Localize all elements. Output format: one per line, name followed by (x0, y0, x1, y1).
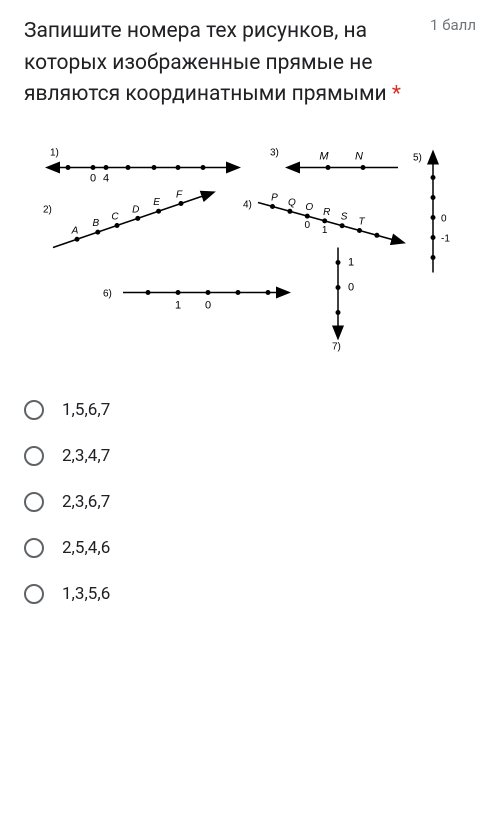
svg-text:T: T (358, 216, 365, 227)
question-text: Запишите номера тех рисунков, на которых… (24, 16, 430, 111)
diagram-svg: 1)042)ABCDEF3)MN4)PQORST015)0-16)10107) (28, 135, 458, 355)
question-text-content: Запишите номера тех рисунков, на которых… (24, 19, 387, 106)
option-label: 1,5,6,7 (62, 400, 110, 420)
svg-text:0: 0 (305, 220, 311, 231)
option-row[interactable]: 2,3,6,7 (24, 479, 476, 525)
svg-text:3): 3) (270, 147, 279, 158)
svg-text:P: P (271, 192, 278, 203)
svg-text:B: B (92, 218, 99, 229)
svg-text:7): 7) (332, 341, 341, 352)
required-asterisk: * (392, 82, 401, 106)
svg-text:R: R (323, 206, 330, 217)
svg-text:1: 1 (175, 299, 181, 311)
option-label: 2,3,6,7 (62, 492, 110, 512)
svg-text:F: F (176, 189, 183, 200)
radio-icon (24, 492, 44, 512)
diagram-container: 1)042)ABCDEF3)MN4)PQORST015)0-16)10107) (24, 135, 476, 359)
svg-text:1: 1 (348, 256, 354, 268)
svg-text:5): 5) (413, 152, 422, 163)
radio-icon (24, 584, 44, 604)
svg-text:M: M (319, 150, 329, 162)
svg-text:0: 0 (90, 172, 96, 184)
option-row[interactable]: 1,3,5,6 (24, 571, 476, 617)
options-list: 1,5,6,7 2,3,4,7 2,3,6,7 2,5,4,6 1,3,5,6 (24, 387, 476, 617)
points-label: 1 балл (430, 16, 476, 34)
svg-text:E: E (153, 197, 160, 208)
option-row[interactable]: 2,5,4,6 (24, 525, 476, 571)
svg-text:6): 6) (103, 288, 112, 299)
svg-text:0: 0 (441, 213, 447, 224)
svg-text:D: D (132, 204, 139, 215)
svg-text:2): 2) (43, 204, 52, 215)
svg-text:0: 0 (205, 299, 211, 311)
option-label: 2,5,4,6 (62, 538, 110, 558)
question-header: Запишите номера тех рисунков, на которых… (24, 16, 476, 111)
radio-icon (24, 400, 44, 420)
svg-text:-1: -1 (441, 233, 450, 244)
svg-text:0: 0 (348, 281, 354, 293)
svg-text:1: 1 (322, 224, 328, 235)
option-label: 1,3,5,6 (62, 584, 110, 604)
svg-text:C: C (111, 211, 119, 222)
svg-text:Q: Q (288, 197, 296, 208)
svg-text:1): 1) (50, 147, 59, 158)
radio-icon (24, 446, 44, 466)
svg-text:O: O (305, 202, 313, 213)
option-label: 2,3,4,7 (62, 446, 110, 466)
svg-text:4): 4) (243, 199, 252, 210)
svg-text:4: 4 (103, 172, 109, 184)
option-row[interactable]: 2,3,4,7 (24, 433, 476, 479)
svg-text:S: S (341, 211, 348, 222)
option-row[interactable]: 1,5,6,7 (24, 387, 476, 433)
svg-text:A: A (71, 225, 79, 236)
radio-icon (24, 538, 44, 558)
svg-text:N: N (355, 150, 363, 162)
